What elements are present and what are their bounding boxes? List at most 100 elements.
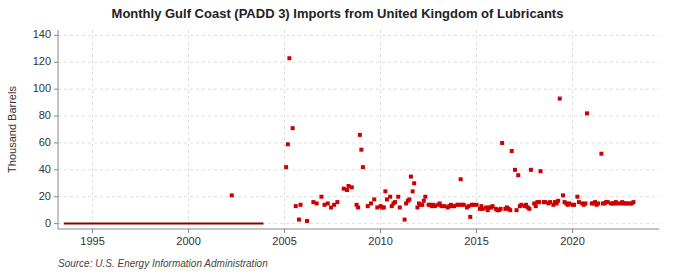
chart: 0204060801001201401995200020052010201520… (0, 0, 675, 275)
grid-line (284, 30, 285, 229)
axes: 0204060801001201401995200020052010201520… (33, 28, 659, 247)
x-tick-label: 1995 (80, 235, 104, 247)
point (459, 177, 463, 181)
point (596, 201, 600, 205)
y-axis-label: Thousand Barrels (6, 86, 18, 173)
point (398, 205, 402, 209)
point (534, 204, 538, 208)
x-tick-label: 2010 (368, 235, 392, 247)
point (361, 165, 365, 169)
grid-line (58, 35, 659, 36)
y-tick (54, 116, 58, 117)
grid-line (188, 30, 189, 229)
x-tick (188, 229, 189, 233)
grid-line (58, 142, 659, 143)
source: Source: U.S. Energy Information Administ… (58, 258, 268, 269)
point (393, 200, 397, 204)
point (583, 201, 587, 205)
point (537, 200, 541, 204)
grid-line (92, 30, 93, 229)
grid-line (58, 116, 659, 117)
point (359, 148, 363, 152)
point (527, 207, 531, 211)
x-tick (92, 229, 93, 233)
y-tick-label: 60 (39, 136, 51, 148)
y-tick (54, 223, 58, 224)
title: Monthly Gulf Coast (PADD 3) Imports from… (112, 6, 564, 21)
point (294, 204, 298, 208)
y-tick (54, 169, 58, 170)
plot-data (64, 56, 636, 223)
y-tick-label: 80 (39, 109, 51, 121)
point (631, 200, 635, 204)
point (315, 201, 319, 205)
x-tick-label: 2005 (272, 235, 296, 247)
grid-line (380, 30, 381, 229)
x-tick (476, 229, 477, 233)
grid-line (58, 89, 659, 90)
y-tick-label: 100 (33, 82, 51, 94)
y-tick (54, 142, 58, 143)
point (369, 201, 373, 205)
point (409, 175, 413, 179)
point (513, 168, 517, 172)
point (372, 197, 376, 201)
point (420, 203, 424, 207)
y-tick (54, 89, 58, 90)
x-tick (284, 229, 285, 233)
point (356, 205, 360, 209)
line (64, 223, 264, 225)
point (539, 169, 543, 173)
grid-line (58, 169, 659, 170)
point (561, 193, 565, 197)
point (510, 149, 514, 153)
point (383, 189, 387, 193)
point (556, 199, 560, 203)
point (396, 195, 400, 199)
point (585, 111, 589, 115)
y-axis-line (58, 30, 59, 229)
grid-line (476, 30, 477, 229)
point (411, 189, 415, 193)
point (500, 141, 504, 145)
y-tick-label: 20 (39, 190, 51, 202)
grid (58, 30, 659, 229)
point (412, 181, 416, 185)
x-tick (572, 229, 573, 233)
y-tick (54, 196, 58, 197)
y-tick (54, 35, 58, 36)
point (572, 203, 576, 207)
y-tick (54, 62, 58, 63)
point (599, 152, 603, 156)
x-tick (380, 229, 381, 233)
point (291, 126, 295, 130)
point (382, 205, 386, 209)
y-tick-label: 0 (45, 217, 51, 229)
point (286, 142, 290, 146)
point (499, 207, 503, 211)
x-tick-label: 2020 (560, 235, 584, 247)
point (468, 215, 472, 219)
point (284, 165, 288, 169)
point (515, 208, 519, 212)
y-tick-label: 120 (33, 55, 51, 67)
point (299, 203, 303, 207)
point (350, 185, 354, 189)
point (305, 219, 309, 223)
grid-line (58, 223, 659, 224)
point (287, 56, 291, 60)
point (407, 197, 411, 201)
point (345, 188, 349, 192)
point (326, 201, 330, 205)
point (358, 133, 362, 137)
point (230, 193, 234, 197)
point (403, 218, 407, 222)
x-tick-label: 2000 (176, 235, 200, 247)
point (558, 97, 562, 101)
y-tick-label: 40 (39, 163, 51, 175)
point (297, 218, 301, 222)
x-axis-line (58, 229, 659, 230)
point (335, 200, 339, 204)
point (422, 199, 426, 203)
x-tick-label: 2015 (464, 235, 488, 247)
